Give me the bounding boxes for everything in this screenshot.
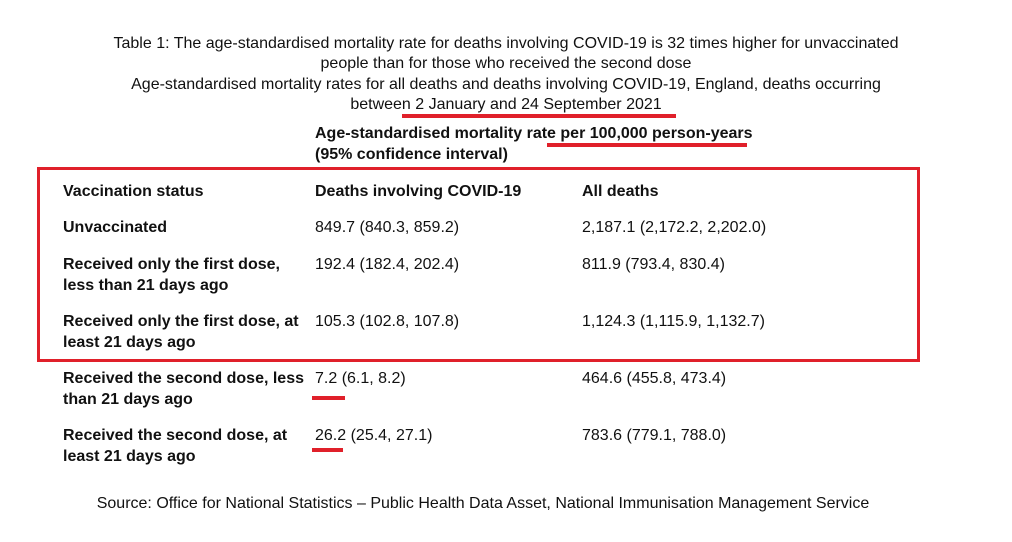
row-status: Received the second dose, less than 21 d…: [63, 370, 304, 408]
row-covid-rate: 7.2 (6.1, 8.2): [315, 370, 406, 387]
caption-title-line-2: people than for those who received the s…: [320, 55, 692, 72]
column-header-all-deaths: All deaths: [582, 183, 659, 200]
rate-heading: Age-standardised mortality rate per 100,…: [315, 125, 753, 142]
second-dose-recent-underline-annotation: [312, 396, 345, 400]
caption-subtitle-line-1: Age-standardised mortality rates for all…: [131, 76, 881, 93]
source-note: Source: Office for National Statistics –…: [96, 495, 870, 512]
row-all-deaths-rate: 783.6 (779.1, 788.0): [582, 427, 727, 444]
rate-underline-annotation: [547, 143, 747, 147]
row-all-deaths-rate: 2,187.1 (2,172.2, 2,202.0): [582, 219, 767, 236]
column-header-vaccination-status: Vaccination status: [63, 183, 204, 200]
row-status: Received only the first dose, less than …: [63, 256, 280, 294]
row-status: Received the second dose, at least 21 da…: [63, 427, 288, 465]
row-status: Unvaccinated: [63, 219, 168, 236]
caption-subtitle-line-2: between 2 January and 24 September 2021: [350, 96, 662, 113]
date-underline-annotation: [402, 114, 676, 118]
row-all-deaths-rate: 464.6 (455.8, 473.4): [582, 370, 727, 387]
caption-title-line-1: Table 1: The age-standardised mortality …: [113, 35, 899, 52]
row-all-deaths-rate: 1,124.3 (1,115.9, 1,132.7): [582, 313, 765, 330]
highlight-box-annotation: [37, 167, 920, 362]
second-dose-established-underline-annotation: [312, 448, 343, 452]
row-covid-rate: 192.4 (182.4, 202.4): [315, 256, 460, 273]
confidence-interval-heading: (95% confidence interval): [315, 146, 508, 163]
row-covid-rate: 849.7 (840.3, 859.2): [315, 219, 460, 236]
row-covid-rate: 26.2 (25.4, 27.1): [315, 427, 433, 444]
row-status: Received only the first dose, at least 2…: [63, 313, 299, 351]
column-header-covid-deaths: Deaths involving COVID-19: [315, 183, 522, 200]
row-all-deaths-rate: 811.9 (793.4, 830.4): [582, 256, 725, 273]
row-covid-rate: 105.3 (102.8, 107.8): [315, 313, 460, 330]
